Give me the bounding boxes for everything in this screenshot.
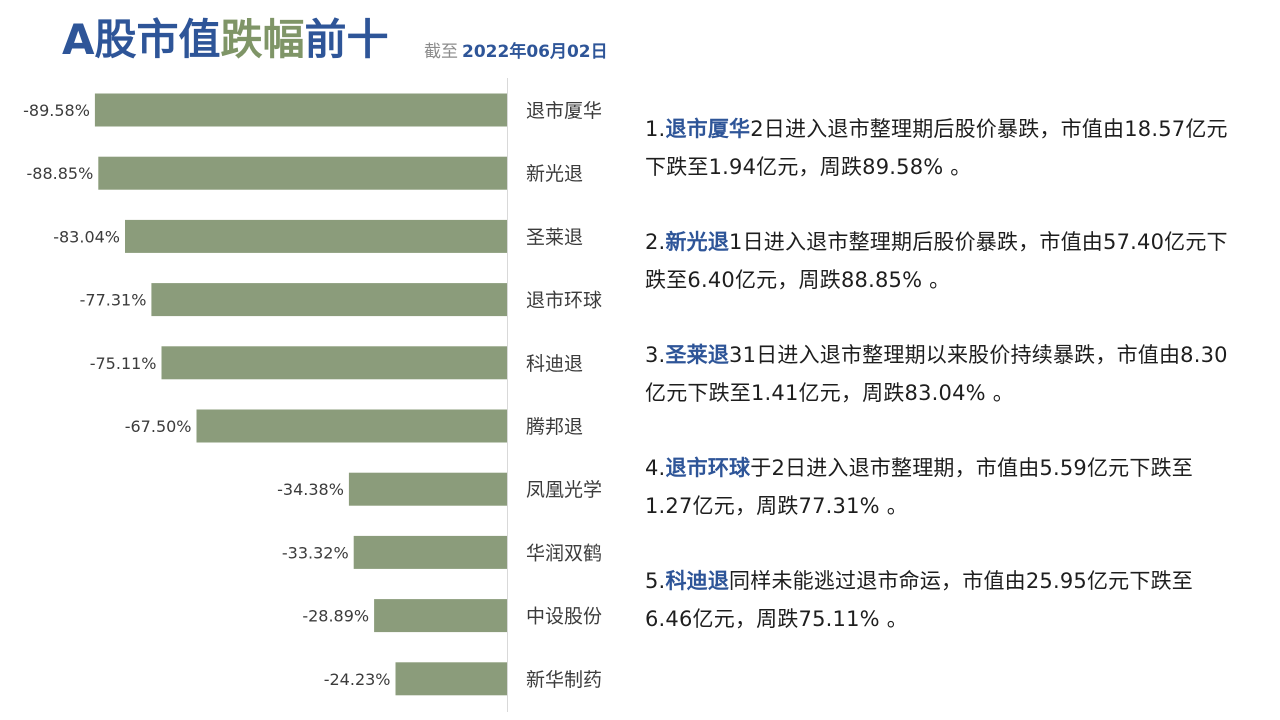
note-text: 于2日进入退市整理期，市值由5.59亿元下跌至1.27亿元，周跌77.31% 。 [645, 456, 1193, 518]
note-stock-name: 退市环球 [665, 456, 751, 480]
value-label-9: -28.89% [302, 607, 369, 626]
bar-6 [196, 409, 507, 443]
value-label-5: -75.11% [90, 354, 157, 373]
note-text: 2日进入退市整理期后股价暴跌，市值由18.57亿元下跌至1.94亿元，周跌89.… [645, 117, 1228, 179]
date-value: 2022年06月02日 [462, 42, 608, 62]
note-text: 同样未能逃过退市命运，市值由25.95亿元下跌至6.46亿元，周跌75.11% … [645, 569, 1193, 631]
category-label-8: 华润双鹤 [526, 542, 602, 564]
title-part-2: 跌幅 [220, 15, 305, 64]
bar-10 [395, 662, 507, 696]
bar-2 [98, 156, 508, 190]
value-label-8: -33.32% [282, 543, 349, 562]
value-label-1: -89.58% [23, 101, 90, 120]
note-stock-name: 退市厦华 [665, 117, 751, 141]
value-label-3: -83.04% [53, 227, 120, 246]
note-prefix: 4. [645, 456, 666, 480]
date-label: 截至 [424, 42, 458, 62]
notes-panel: 1.退市厦华2日进入退市整理期后股价暴跌，市值由18.57亿元下跌至1.94亿元… [645, 110, 1235, 675]
category-label-4: 退市环球 [526, 290, 602, 312]
note-prefix: 5. [645, 569, 666, 593]
note-text: 31日进入退市整理期以来股价持续暴跌，市值由8.30亿元下跌至1.41亿元，周跌… [645, 343, 1228, 405]
bar-7 [348, 472, 507, 506]
value-label-7: -34.38% [277, 480, 344, 499]
bar-3 [125, 219, 507, 253]
date-caption: 截至 2022年06月02日 [424, 40, 608, 64]
category-label-5: 科迪退 [526, 353, 583, 375]
category-label-6: 腾邦退 [526, 416, 583, 438]
bar-4 [151, 283, 507, 317]
bar-5 [161, 346, 507, 380]
category-label-10: 新华制药 [526, 669, 602, 691]
note-item: 5.科迪退同样未能逃过退市命运，市值由25.95亿元下跌至6.46亿元，周跌75… [645, 562, 1235, 638]
note-stock-name: 新光退 [665, 230, 730, 254]
value-label-2: -88.85% [27, 164, 94, 183]
value-label-4: -77.31% [80, 291, 147, 310]
value-label-10: -24.23% [324, 670, 391, 689]
note-text: 1日进入退市整理期后股价暴跌，市值由57.40亿元下跌至6.40亿元，周跌88.… [645, 230, 1228, 292]
note-stock-name: 科迪退 [665, 569, 730, 593]
note-prefix: 3. [645, 343, 666, 367]
note-prefix: 2. [645, 230, 666, 254]
title-part-3: 前十 [304, 15, 389, 64]
value-label-6: -67.50% [125, 417, 192, 436]
category-label-7: 凤凰光学 [526, 479, 602, 501]
category-label-2: 新光退 [526, 163, 583, 185]
bar-9 [374, 599, 507, 633]
bar-1 [94, 93, 508, 127]
note-stock-name: 圣莱退 [665, 343, 730, 367]
category-label-3: 圣莱退 [526, 226, 583, 248]
note-item: 1.退市厦华2日进入退市整理期后股价暴跌，市值由18.57亿元下跌至1.94亿元… [645, 110, 1235, 186]
note-prefix: 1. [645, 117, 666, 141]
category-label-9: 中设股份 [526, 606, 602, 628]
category-label-1: 退市厦华 [526, 100, 602, 122]
note-item: 4.退市环球于2日进入退市整理期，市值由5.59亿元下跌至1.27亿元，周跌77… [645, 449, 1235, 525]
title-part-1: A股市值 [62, 15, 221, 64]
bar-8 [353, 535, 507, 569]
page-title: A股市值跌幅前十 [62, 14, 389, 66]
note-item: 3.圣莱退31日进入退市整理期以来股价持续暴跌，市值由8.30亿元下跌至1.41… [645, 336, 1235, 412]
bar-chart: -89.58% 退市厦华 -88.85% 新光退 -83.04% 圣莱退 -77.31% 退市… [23, 78, 602, 712]
note-item: 2.新光退1日进入退市整理期后股价暴跌，市值由57.40亿元下跌至6.40亿元，… [645, 223, 1235, 299]
